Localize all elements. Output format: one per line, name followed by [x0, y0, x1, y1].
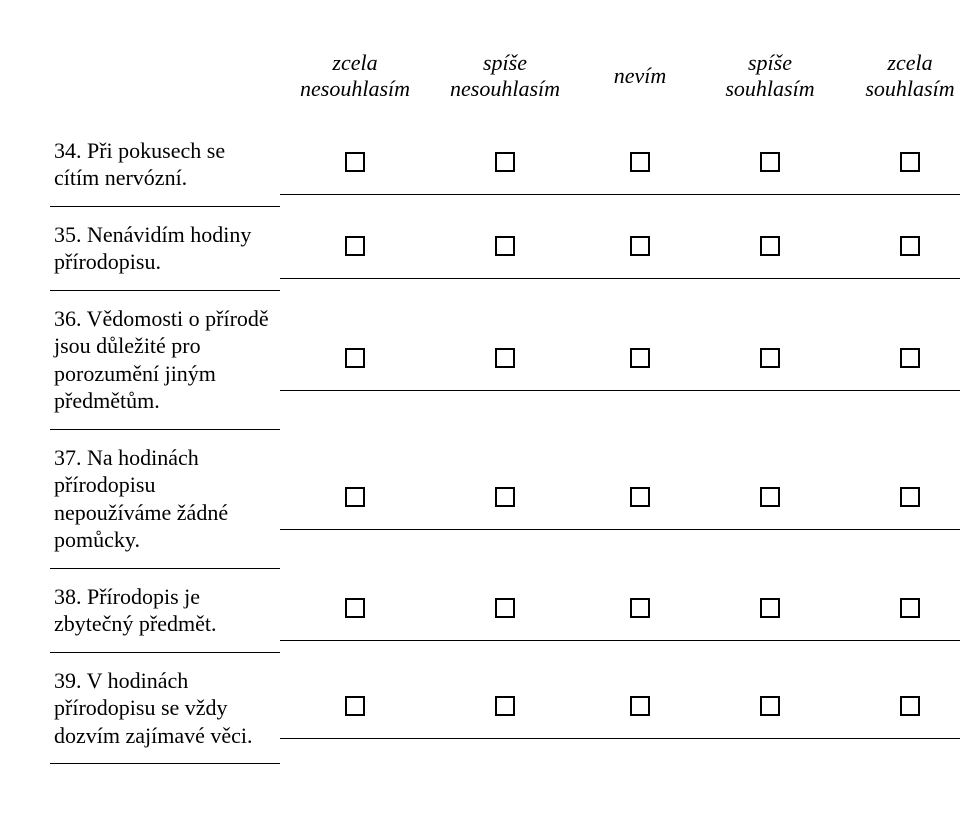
checkbox-icon [900, 487, 920, 507]
checkbox-q36-5[interactable] [840, 330, 960, 391]
checkbox-q36-4[interactable] [700, 330, 840, 391]
checkbox-icon [760, 487, 780, 507]
checkbox-q36-1[interactable] [280, 330, 430, 391]
checkbox-icon [900, 598, 920, 618]
header-col-2: spíše nesouhlasím [430, 40, 580, 123]
checkbox-icon [495, 348, 515, 368]
question-text: 34. Při pokusech se cítím nervózní. [50, 123, 280, 207]
checkbox-q34-3[interactable] [580, 134, 700, 195]
checkbox-q34-2[interactable] [430, 134, 580, 195]
checkbox-q37-2[interactable] [430, 469, 580, 530]
checkbox-icon [495, 236, 515, 256]
checkbox-icon [760, 152, 780, 172]
checkbox-q39-5[interactable] [840, 678, 960, 739]
checkbox-q38-1[interactable] [280, 580, 430, 641]
checkbox-q38-3[interactable] [580, 580, 700, 641]
checkbox-q35-4[interactable] [700, 218, 840, 279]
checkbox-q34-5[interactable] [840, 134, 960, 195]
checkbox-icon [495, 696, 515, 716]
checkbox-icon [495, 487, 515, 507]
checkbox-icon [760, 598, 780, 618]
checkbox-icon [900, 348, 920, 368]
checkbox-q37-1[interactable] [280, 469, 430, 530]
checkbox-icon [760, 236, 780, 256]
checkbox-q34-4[interactable] [700, 134, 840, 195]
checkbox-q38-4[interactable] [700, 580, 840, 641]
checkbox-icon [630, 348, 650, 368]
checkbox-q36-3[interactable] [580, 330, 700, 391]
checkbox-q38-5[interactable] [840, 580, 960, 641]
checkbox-q39-2[interactable] [430, 678, 580, 739]
checkbox-icon [345, 696, 365, 716]
question-text: 39. V hodinách přírodopisu se vždy dozví… [50, 653, 280, 765]
checkbox-q36-2[interactable] [430, 330, 580, 391]
checkbox-q37-3[interactable] [580, 469, 700, 530]
checkbox-icon [345, 348, 365, 368]
checkbox-q35-1[interactable] [280, 218, 430, 279]
checkbox-icon [630, 598, 650, 618]
checkbox-icon [630, 152, 650, 172]
checkbox-icon [630, 236, 650, 256]
question-text: 37. Na hodinách přírodopisu nepoužíváme … [50, 430, 280, 569]
checkbox-icon [630, 696, 650, 716]
checkbox-icon [760, 696, 780, 716]
checkbox-icon [345, 598, 365, 618]
checkbox-q38-2[interactable] [430, 580, 580, 641]
checkbox-q39-3[interactable] [580, 678, 700, 739]
checkbox-icon [760, 348, 780, 368]
checkbox-q39-1[interactable] [280, 678, 430, 739]
checkbox-icon [345, 236, 365, 256]
checkbox-icon [495, 598, 515, 618]
checkbox-icon [630, 487, 650, 507]
question-text: 36. Vědomosti o přírodě jsou důležité pr… [50, 291, 280, 430]
header-col-3: nevím [580, 53, 700, 109]
question-text: 38. Přírodopis je zbytečný předmět. [50, 569, 280, 653]
checkbox-q35-2[interactable] [430, 218, 580, 279]
checkbox-icon [345, 152, 365, 172]
checkbox-q35-3[interactable] [580, 218, 700, 279]
checkbox-icon [900, 696, 920, 716]
checkbox-q37-4[interactable] [700, 469, 840, 530]
checkbox-q34-1[interactable] [280, 134, 430, 195]
question-text: 35. Nenávidím hodiny přírodopisu. [50, 207, 280, 291]
checkbox-icon [900, 152, 920, 172]
checkbox-q39-4[interactable] [700, 678, 840, 739]
checkbox-icon [495, 152, 515, 172]
header-col-4: spíše souhlasím [700, 40, 840, 123]
checkbox-icon [345, 487, 365, 507]
likert-table: zcela nesouhlasím spíše nesouhlasím neví… [50, 40, 910, 764]
checkbox-q37-5[interactable] [840, 469, 960, 530]
header-col-1: zcela nesouhlasím [280, 40, 430, 123]
checkbox-icon [900, 236, 920, 256]
header-col-5: zcela souhlasím [840, 40, 960, 123]
checkbox-q35-5[interactable] [840, 218, 960, 279]
